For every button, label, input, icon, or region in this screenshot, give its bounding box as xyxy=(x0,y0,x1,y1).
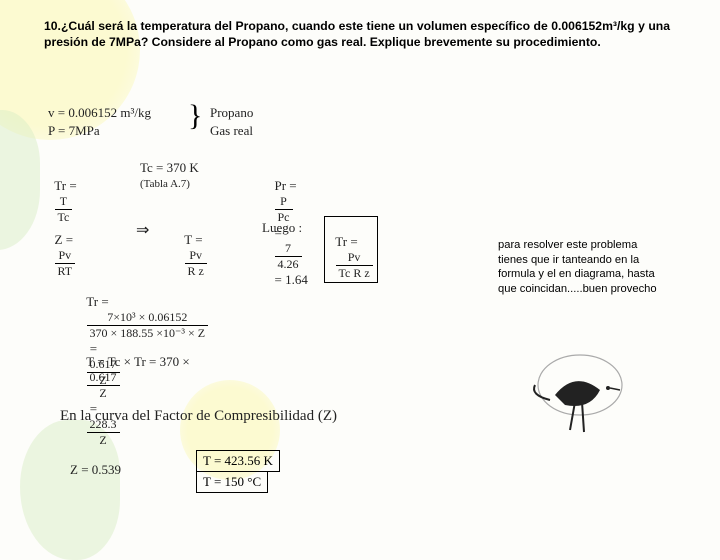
curve-text: En la curva del Factor de Compresibilida… xyxy=(60,408,337,425)
result-t-kelvin: T = 423.56 K xyxy=(196,450,280,472)
result-z: Z = 0.539 xyxy=(70,462,121,478)
eq-table-ref: (Tabla A.7) xyxy=(140,178,190,190)
eq-t: T = PvR z xyxy=(178,216,207,279)
doodle-icon xyxy=(520,340,640,450)
luego-label: Luego : xyxy=(262,220,302,236)
implies-icon: ⇒ xyxy=(136,220,149,240)
result-t-celsius: T = 150 °C xyxy=(196,472,268,493)
given-p: P = 7MPa xyxy=(48,123,100,139)
given-v: v = 0.006152 m³/kg xyxy=(48,105,151,121)
eq-tr2: Tr = PvTc R z xyxy=(324,216,378,283)
eq-z: Z = PvRT xyxy=(48,216,75,279)
given-gastype: Gas real xyxy=(210,123,253,139)
side-note: para resolver este problema tienes que i… xyxy=(498,238,668,296)
eq-tc: Tc = 370 K xyxy=(140,160,199,176)
given-substance: Propano xyxy=(210,105,253,121)
brace-icon: } xyxy=(188,99,202,133)
problem-statement: 10.¿Cuál será la temperatura del Propano… xyxy=(44,18,670,51)
eq-t-final: T = Tc × Tr = 370 × 0.617Z = 228.3Z xyxy=(80,338,190,448)
